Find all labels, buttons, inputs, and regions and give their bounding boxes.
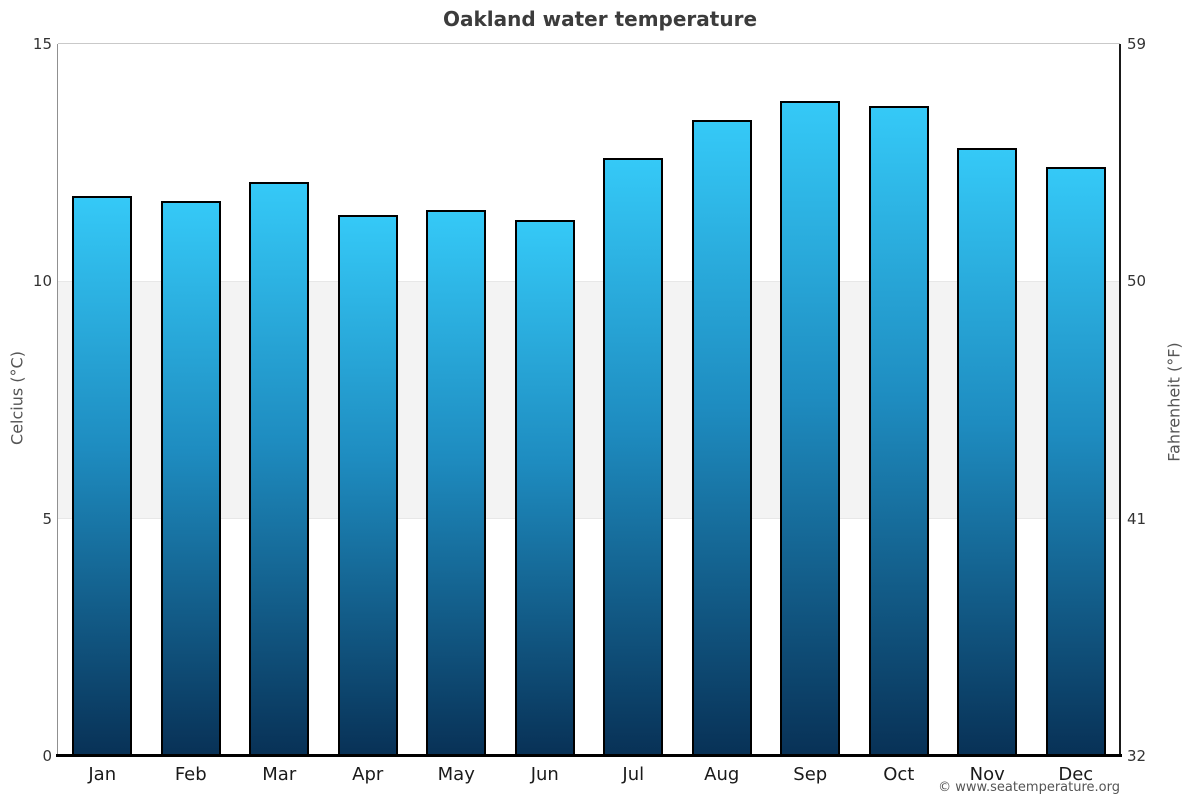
x-tick-aug: Aug [704,764,740,785]
x-axis-line [56,754,1122,757]
x-tick-jan: Jan [88,764,117,785]
celsius-axis-line [57,44,58,756]
shaded-grid-band [58,281,1120,519]
y-tick-fahrenheit-32: 32 [1127,747,1147,765]
y-axis-label-celsius: Celcius (°C) [7,351,27,445]
y-tick-fahrenheit-50: 50 [1127,272,1147,291]
bar-jul [603,157,664,756]
bar-dec [1045,167,1106,756]
bar-nov [957,148,1018,756]
y-axis-label-fahrenheit: Fahrenheit (°F) [1164,342,1184,462]
x-tick-feb: Feb [174,764,207,785]
bar-sep [780,100,841,756]
x-tick-mar: Mar [262,764,297,785]
bar-feb [160,200,221,756]
x-tick-may: May [437,764,475,785]
y-tick-celsius-15: 15 [32,35,52,53]
bar-may [426,210,487,756]
y-tick-fahrenheit-59: 59 [1127,35,1147,53]
plot-top-border [58,43,1120,44]
chart-title: Oakland water temperature [442,7,758,31]
bar-oct [868,105,929,756]
bar-jun [514,219,575,756]
bar-apr [337,214,398,756]
y-tick-celsius-5: 5 [42,509,52,528]
x-tick-dec: Dec [1058,764,1094,785]
x-tick-jun: Jun [530,764,559,785]
x-tick-nov: Nov [969,764,1005,785]
bar-mar [249,181,310,756]
copyright-note: © www.seatemperature.org [938,780,1120,795]
bar-jan [72,195,133,756]
x-tick-jul: Jul [622,764,645,785]
fahrenheit-axis-line [1119,44,1121,756]
y-tick-celsius-0: 0 [42,747,52,765]
y-tick-fahrenheit-41: 41 [1127,509,1147,528]
y-tick-celsius-10: 10 [32,272,52,291]
x-tick-sep: Sep [793,764,828,785]
bar-aug [691,119,752,756]
plot-area [58,44,1120,756]
x-tick-apr: Apr [352,764,384,785]
x-tick-oct: Oct [883,764,915,785]
